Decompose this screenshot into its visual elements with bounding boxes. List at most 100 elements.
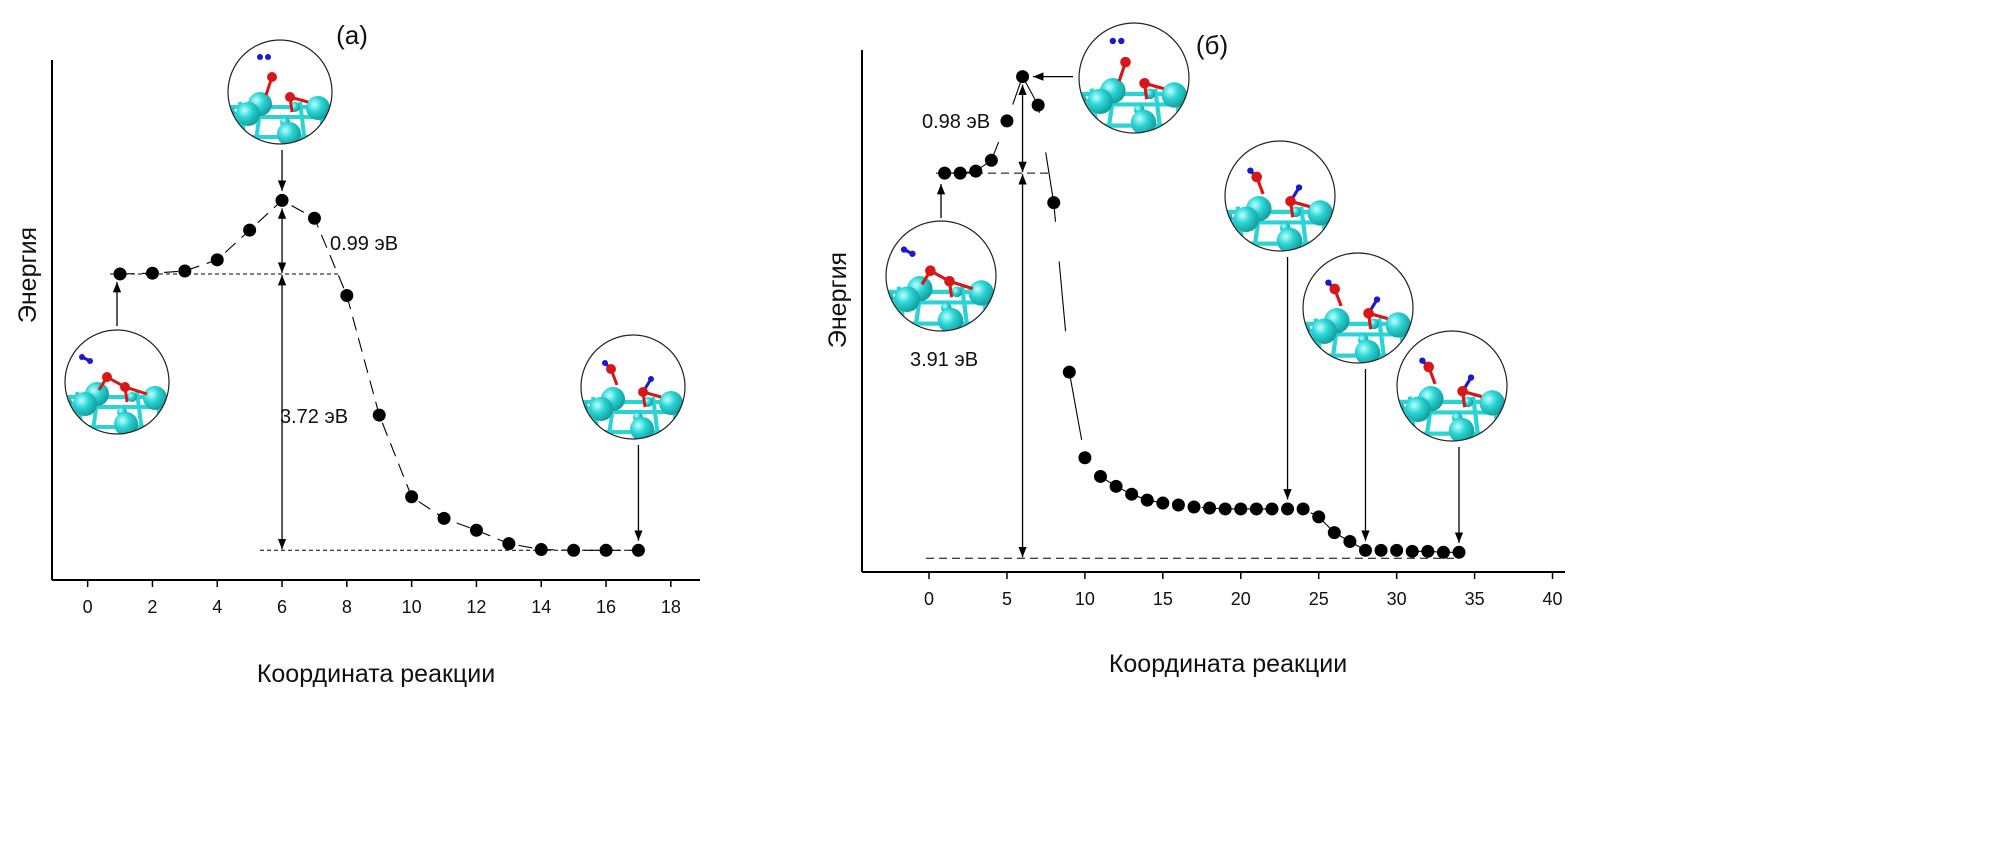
metal-atom <box>937 307 964 331</box>
inset-border <box>1078 22 1190 134</box>
inset-border <box>1396 330 1508 442</box>
inset-border <box>227 39 333 145</box>
metal-atom <box>1087 88 1113 114</box>
metal-atom <box>1385 312 1411 338</box>
data-point <box>1016 70 1030 84</box>
panel-b-title: (б) <box>1196 30 1228 60</box>
data-point <box>1312 510 1326 524</box>
data-point <box>502 537 516 551</box>
metal-atom <box>1405 396 1431 422</box>
data-point <box>938 166 952 180</box>
lattice-bond <box>1377 318 1387 362</box>
data-point <box>275 193 289 207</box>
metal-atom <box>1307 200 1333 226</box>
lattice-bond <box>960 286 970 330</box>
data-point <box>1218 502 1232 516</box>
metal-atom-small <box>1230 241 1241 251</box>
hydrogen-atom <box>1295 184 1303 191</box>
data-point <box>1358 543 1372 557</box>
oxygen-atom <box>944 276 955 287</box>
oxygen-atom <box>638 387 648 397</box>
metal-atom <box>277 122 301 144</box>
oxygen-atom <box>1285 196 1296 207</box>
data-point <box>437 511 451 525</box>
hydrogen-atom <box>87 358 93 364</box>
inset-content <box>581 360 685 439</box>
structure-inset <box>64 329 170 435</box>
inset-content <box>1079 37 1189 133</box>
hydrogen-atom <box>602 360 608 366</box>
metal-atom <box>894 286 920 312</box>
inset-border <box>1302 252 1414 364</box>
data-point <box>405 490 419 504</box>
data-point <box>1062 365 1076 379</box>
oxygen-atom <box>1329 283 1341 295</box>
data-point <box>1000 114 1014 128</box>
metal-atom-small <box>1308 353 1319 363</box>
data-point <box>1405 544 1419 558</box>
data-point <box>1125 487 1139 501</box>
x-tick-label: 15 <box>1153 589 1173 609</box>
data-point <box>1249 502 1263 516</box>
data-point <box>1390 543 1404 557</box>
structure-inset <box>1302 252 1414 364</box>
x-tick-label: 6 <box>277 597 287 617</box>
panel-a-title: (a) <box>336 20 368 50</box>
metal-atom <box>1161 82 1187 108</box>
data-point <box>1265 502 1279 516</box>
hydrogen-atom <box>257 54 263 60</box>
inset-content <box>1225 167 1335 251</box>
x-tick-label: 10 <box>402 597 422 617</box>
inset-content <box>65 354 169 434</box>
data-point <box>1078 451 1092 465</box>
panel-b-xlabel: Координата реакции <box>1109 650 1347 678</box>
oxygen-atom <box>1423 361 1435 373</box>
metal-atom <box>589 397 613 421</box>
hydrogen-atom <box>648 376 654 382</box>
data-point <box>1421 544 1435 558</box>
inset-border <box>885 220 997 332</box>
hydrogen-atom <box>1247 167 1254 174</box>
data-point <box>307 211 321 225</box>
data-point <box>1203 501 1217 515</box>
oxygen-atom <box>606 364 616 374</box>
x-tick-label: 10 <box>1075 589 1095 609</box>
hydrogen-atom <box>900 246 908 253</box>
x-tick-label: 0 <box>83 597 93 617</box>
hydrogen-atom <box>1325 279 1332 286</box>
data-point <box>1031 98 1045 112</box>
metal-atom-small <box>127 392 137 402</box>
x-tick-label: 20 <box>1231 589 1251 609</box>
panel-b: (б) Координата реакции Энергия 0.98 эВ 3… <box>824 22 1565 678</box>
data-point <box>1452 545 1466 559</box>
metal-atom <box>1130 109 1157 133</box>
lattice-bond <box>298 101 307 143</box>
data-point <box>1281 502 1295 516</box>
lattice-bond <box>1471 396 1481 440</box>
inset-border <box>64 329 170 435</box>
x-tick-label: 0 <box>924 589 934 609</box>
data-point <box>1171 498 1185 512</box>
lattice-bond <box>135 391 144 433</box>
data-point <box>953 166 967 180</box>
structure-inset <box>1224 140 1336 252</box>
metal-atom <box>659 391 683 415</box>
metal-atom <box>1276 227 1303 251</box>
data-point <box>1187 500 1201 514</box>
data-point <box>984 153 998 167</box>
metal-atom-small <box>1402 431 1413 441</box>
metal-atom <box>1448 417 1475 441</box>
metal-atom <box>114 412 138 434</box>
data-point <box>1327 526 1341 540</box>
data-point <box>1047 196 1061 210</box>
panel-b-reaction-energy-label: 3.91 эВ <box>910 349 978 371</box>
panel-a-ylabel: Энергия <box>14 227 42 323</box>
data-point <box>210 253 224 267</box>
x-tick-label: 8 <box>342 597 352 617</box>
oxygen-atom <box>285 92 295 102</box>
x-tick-label: 2 <box>147 597 157 617</box>
data-point <box>469 523 483 537</box>
hydrogen-atom <box>909 250 916 257</box>
data-point <box>113 267 127 281</box>
